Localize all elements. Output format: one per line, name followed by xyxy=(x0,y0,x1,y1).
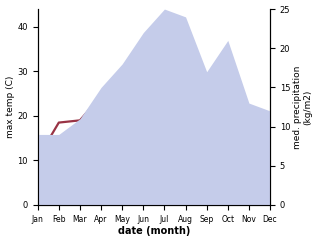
Y-axis label: med. precipitation
(kg/m2): med. precipitation (kg/m2) xyxy=(293,65,313,149)
Y-axis label: max temp (C): max temp (C) xyxy=(5,76,15,138)
X-axis label: date (month): date (month) xyxy=(118,227,190,236)
